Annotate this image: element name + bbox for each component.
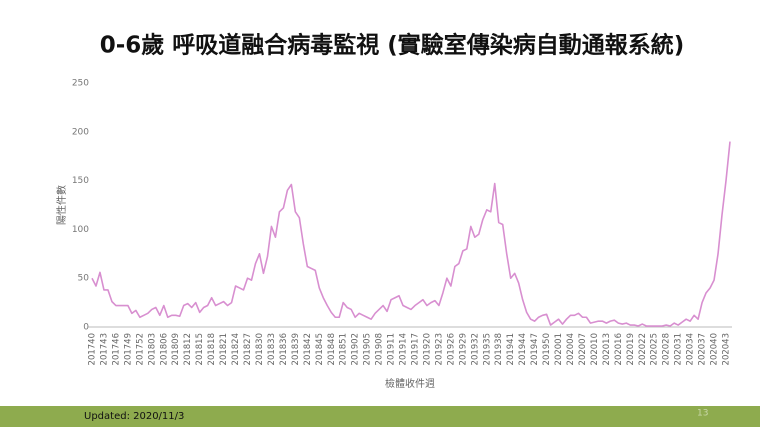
x-tick-label: 201923 (434, 333, 444, 365)
x-tick-label: 201806 (159, 333, 169, 365)
x-tick-label: 201836 (279, 333, 289, 365)
x-tick-label: 201845 (315, 333, 325, 365)
x-tick-label: 201902 (351, 333, 361, 365)
x-tick-label: 201827 (243, 333, 253, 365)
y-tick-label: 250 (72, 79, 89, 89)
x-tick-label: 202013 (602, 333, 612, 365)
x-tick-label: 201809 (171, 333, 181, 365)
x-tick-label: 201824 (231, 333, 241, 365)
x-tick-label: 201929 (458, 333, 468, 365)
footer-bar (0, 406, 760, 427)
x-tick-label: 202022 (638, 333, 648, 365)
x-tick-label: 202043 (722, 333, 732, 365)
x-tick-label: 201920 (422, 333, 432, 365)
x-tick-label: 202010 (590, 333, 600, 365)
x-tick-label: 201932 (470, 333, 480, 365)
x-axis-label: 檢體收件週 (385, 377, 435, 390)
x-tick-label: 201905 (363, 333, 373, 365)
x-tick-label: 201848 (327, 333, 337, 365)
x-tick-label: 202028 (662, 333, 672, 365)
x-tick-label: 201842 (303, 333, 313, 365)
x-tick-label: 202031 (674, 333, 684, 365)
x-tick-label: 201947 (530, 333, 540, 365)
x-tick-label: 201743 (99, 333, 109, 365)
x-tick-label: 201818 (207, 333, 217, 365)
x-tick-label: 201944 (518, 333, 528, 365)
x-tick-label: 202037 (698, 333, 708, 365)
x-tick-label: 202025 (650, 333, 660, 365)
x-tick-label: 202016 (614, 333, 624, 365)
x-tick-label: 202004 (566, 333, 576, 365)
y-axis-label: 陽性件數 (55, 185, 68, 225)
x-tick-label: 201950 (542, 333, 552, 365)
x-tick-label: 201812 (183, 333, 193, 365)
x-tick-label: 201821 (219, 333, 229, 365)
footer-updated: Updated: 2020/11/3 (84, 411, 184, 422)
data-line (91, 141, 731, 327)
x-tick-label: 201803 (147, 333, 157, 365)
y-tick-label: 150 (72, 176, 89, 186)
x-tick-label: 201908 (375, 333, 385, 365)
x-tick-label: 201749 (123, 333, 133, 365)
x-tick-label: 202019 (626, 333, 636, 365)
x-tick-label: 201917 (410, 333, 420, 365)
y-tick-label: 100 (72, 225, 89, 235)
x-tick-label: 201833 (267, 333, 277, 365)
x-tick-label: 201815 (195, 333, 205, 365)
x-tick-label: 201911 (387, 333, 397, 365)
x-tick-label: 202040 (710, 333, 720, 365)
x-tick-label: 201746 (111, 333, 121, 365)
y-tick-label: 200 (72, 127, 89, 137)
y-tick-label: 0 (83, 323, 89, 333)
x-tick-label: 201830 (255, 333, 265, 365)
x-tick-label: 201926 (446, 333, 456, 365)
x-tick-label: 202007 (578, 333, 588, 365)
x-tick-label: 201935 (482, 333, 492, 365)
x-tick-label: 202001 (554, 333, 564, 365)
y-tick-label: 50 (78, 274, 90, 284)
x-tick-label: 202034 (686, 333, 696, 365)
x-tick-label: 201740 (88, 333, 98, 365)
x-tick-label: 201851 (339, 333, 349, 365)
x-tick-label: 201914 (399, 333, 409, 365)
x-tick-label: 201839 (291, 333, 301, 365)
x-tick-label: 201938 (494, 333, 504, 365)
x-tick-label: 201752 (135, 333, 145, 365)
chart-title: 0-6歲 呼吸道融合病毒監視 (實驗室傳染病自動通報系統) (100, 32, 685, 59)
x-tick-label: 201941 (506, 333, 516, 365)
page-number: 13 (697, 409, 708, 419)
